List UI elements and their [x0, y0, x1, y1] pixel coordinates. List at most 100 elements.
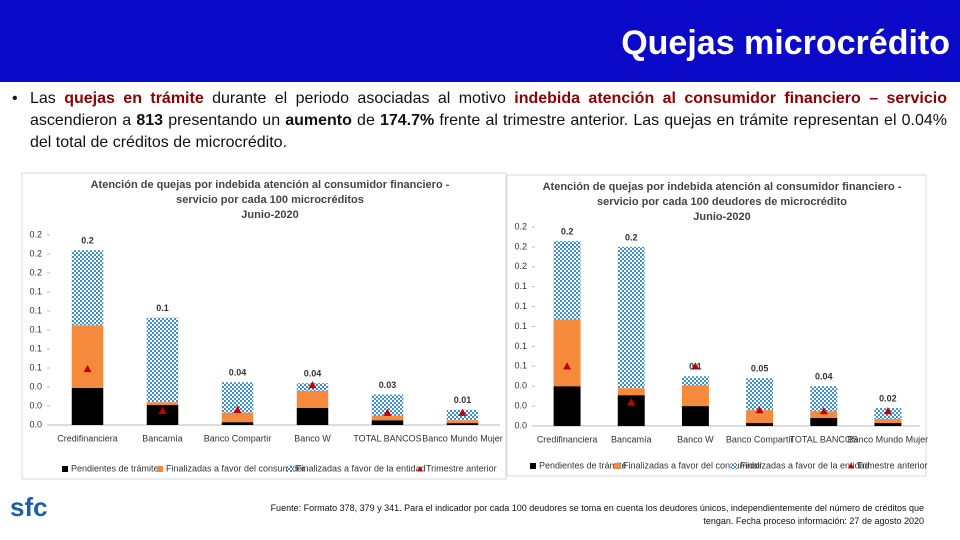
bullet: • — [12, 90, 18, 107]
total-label: 0.1 — [689, 362, 702, 372]
bar-segment — [553, 386, 581, 426]
prior-quarter-marker — [755, 406, 764, 414]
bar-segment — [746, 378, 774, 411]
y-tick-label: 0.1 — [29, 362, 42, 372]
legend-swatch — [157, 466, 163, 472]
total-label: 0.1 — [156, 303, 169, 313]
summary: • Las quejas en trámite durante el period… — [12, 88, 947, 154]
legend-label: Finalizadas a favor de la entidad — [740, 460, 870, 470]
bar-segment — [71, 387, 104, 425]
bar-segment — [681, 385, 709, 407]
x-tick-label: Credifinanciera — [537, 434, 598, 444]
y-tick-label: 0.1 — [514, 301, 527, 311]
bar-segment — [874, 419, 902, 424]
chart-title: Junio-2020 — [693, 211, 750, 223]
text-run: ascendieron a — [30, 112, 137, 129]
x-tick-label: Bancamía — [611, 434, 652, 444]
total-label: 0.04 — [815, 372, 833, 382]
x-tick-label: Banco Mundo Mujer — [422, 433, 503, 443]
text-run: de — [351, 112, 380, 129]
text-run: quejas en trámite — [64, 90, 204, 107]
legend-swatch — [417, 466, 423, 472]
prior-quarter-marker — [383, 408, 392, 416]
y-tick-label: 0.2 — [514, 241, 527, 251]
prior-quarter-marker — [308, 381, 317, 389]
bar-segment — [146, 405, 179, 425]
text-run: Las — [30, 90, 65, 107]
text-run: 813 — [136, 112, 164, 129]
y-tick-label: 0.0 — [514, 381, 527, 391]
prior-quarter-marker — [233, 405, 242, 413]
text-run: durante el periodo asociadas al motivo — [203, 90, 515, 107]
bar-segment — [146, 317, 179, 403]
summary-text: Las quejas en trámite durante el periodo… — [30, 88, 947, 154]
y-tick-label: 0.1 — [29, 324, 42, 334]
bar-segment — [371, 394, 404, 416]
chart-title: servicio por cada 100 microcréditos — [176, 194, 364, 206]
x-tick-label: Credifinanciera — [57, 433, 118, 443]
total-label: 0.2 — [561, 226, 574, 236]
prior-quarter-marker — [627, 398, 636, 406]
y-tick-label: 0.1 — [29, 286, 42, 296]
y-tick-label: 0.1 — [514, 361, 527, 371]
bar-segment — [810, 411, 838, 419]
legend-label: Pendientes de trámite — [539, 460, 627, 470]
bar-segment — [617, 246, 645, 389]
total-label: 0.02 — [879, 393, 897, 403]
logo: sfc — [10, 492, 48, 522]
bar-segment — [71, 325, 104, 388]
bar-segment — [874, 423, 902, 426]
y-tick-label: 0.0 — [514, 400, 527, 410]
bar-segment — [746, 410, 774, 424]
prior-quarter-marker — [158, 406, 167, 414]
legend-swatch — [614, 463, 620, 469]
y-tick-label: 0.2 — [514, 261, 527, 271]
x-tick-label: TOTAL BANCOS — [353, 433, 421, 443]
text-run: 174.7% — [379, 112, 435, 129]
text-run: presentando un — [163, 112, 286, 129]
total-label: 0.04 — [304, 369, 322, 379]
bar-segment — [446, 420, 479, 424]
legend-label: Finalizadas a favor del consumidor — [166, 463, 305, 473]
bar-segment — [371, 420, 404, 425]
y-tick-label: 0.1 — [29, 343, 42, 353]
y-tick-label: 0.2 — [29, 248, 42, 258]
total-label: 0.05 — [751, 364, 769, 374]
bar-segment — [296, 390, 329, 408]
bar-segment — [221, 412, 254, 423]
y-tick-label: 0.1 — [29, 305, 42, 315]
slide-title: Quejas microcrédito — [621, 24, 950, 62]
legend-swatch — [530, 463, 536, 469]
chart-frame — [506, 174, 927, 477]
y-tick-label: 0.0 — [29, 400, 42, 410]
y-tick-label: 0.0 — [514, 420, 527, 430]
bar-segment — [681, 406, 709, 426]
y-tick-label: 0.0 — [29, 419, 42, 429]
footnote: Fuente: Formato 378, 379 y 341. Para el … — [270, 503, 924, 526]
total-label: 0.2 — [625, 232, 638, 242]
chart-title: Atención de quejas por indebida atención… — [91, 179, 450, 191]
text-run: indebida atención al consumidor financie… — [514, 90, 947, 107]
x-tick-label: Bancamía — [142, 433, 183, 443]
chart-frame — [21, 172, 507, 480]
y-tick-label: 0.0 — [29, 381, 42, 391]
legend-swatch — [731, 463, 737, 469]
total-label: 0.04 — [229, 368, 247, 378]
y-tick-label: 0.1 — [514, 281, 527, 291]
bar-segment — [221, 422, 254, 425]
legend-label: Finalizadas a favor del consumidor — [623, 460, 762, 470]
prior-quarter-marker — [883, 407, 892, 415]
bar-segment — [146, 402, 179, 406]
bar-segment — [296, 407, 329, 425]
prior-quarter-marker — [691, 362, 700, 370]
chart-title: Junio-2020 — [241, 209, 298, 221]
y-tick-label: 0.1 — [514, 341, 527, 351]
header-band: Quejas microcrédito — [0, 0, 960, 82]
bar-segment — [71, 250, 104, 326]
x-tick-label: Banco Compartir — [726, 434, 794, 444]
x-tick-label: Banco W — [294, 433, 331, 443]
legend-label: Trimestre anterior — [426, 463, 497, 473]
bar-segment — [371, 415, 404, 421]
